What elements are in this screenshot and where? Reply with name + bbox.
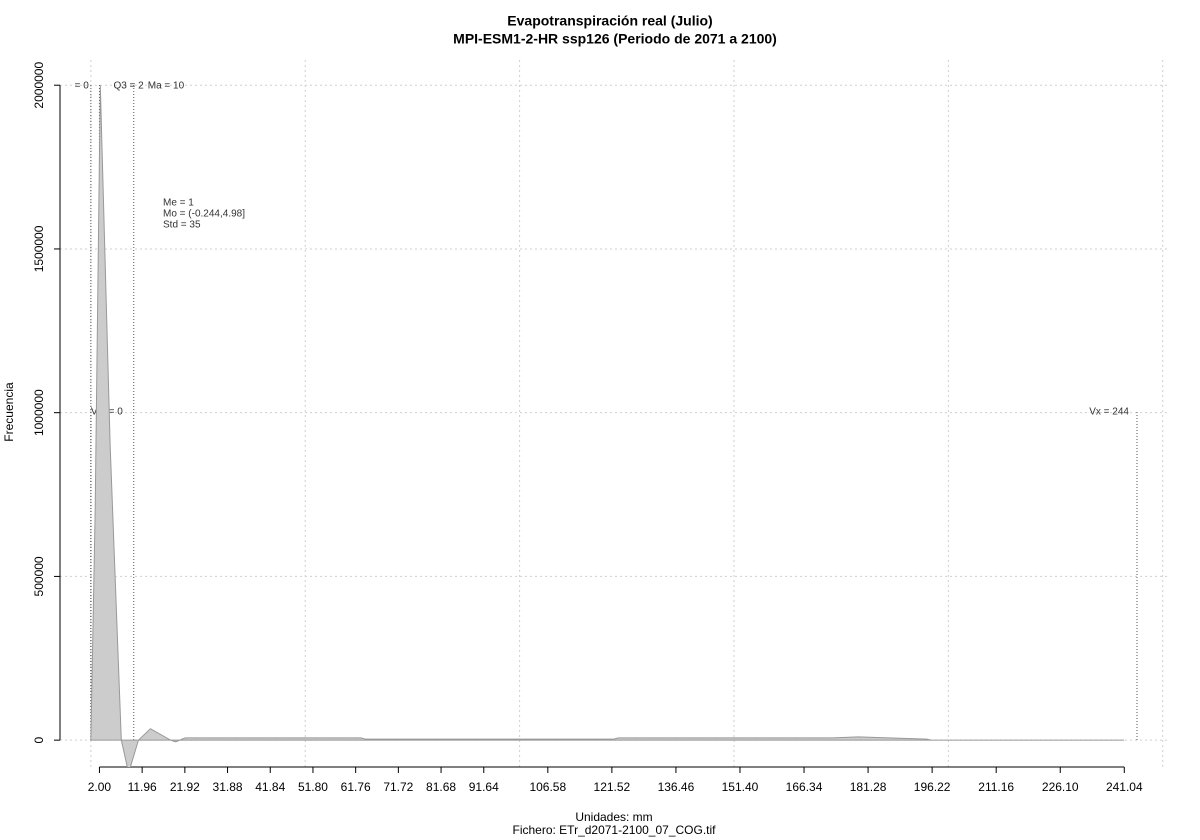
x-tick-label: 196.22 [914,780,951,794]
x-tick-label: 226.10 [1042,780,1079,794]
y-axis-label: Frecuencia [2,382,16,442]
x-tick-label: 91.64 [469,780,499,794]
x-tick-label: 31.88 [213,780,243,794]
y-tick-label: 500000 [32,556,46,596]
marker-label: Q3 = 2 [113,81,144,92]
x-tick-label: 151.40 [722,780,759,794]
stat-label: Std = 35 [163,220,201,231]
plot-area [90,85,1125,767]
x-tick-label: 61.76 [341,780,371,794]
caption: Fichero: ETr_d2071-2100_07_COG.tif [513,823,717,837]
marker-label: = 0 [75,81,90,92]
marker-label: Ma = 10 [148,81,185,92]
chart-title: Evapotranspiración real (Julio) [507,13,712,29]
x-tick-label: 121.52 [594,780,631,794]
x-tick-label: 41.84 [255,780,285,794]
marker-label: Vx = 244 [1089,407,1129,418]
x-tick-label: 241.04 [1106,780,1143,794]
x-tick-label: 51.80 [298,780,328,794]
x-tick-label: 106.58 [529,780,566,794]
y-tick-label: 0 [32,736,46,743]
x-tick-label: 136.46 [658,780,695,794]
x-tick-label: 2.00 [88,780,112,794]
x-tick-label: 11.96 [128,780,157,794]
y-tick-label: 1500000 [32,225,46,272]
x-tick-label: 166.34 [786,780,823,794]
x-tick-label: 181.28 [850,780,887,794]
stat-label: Mo = (-0.244,4.98] [163,209,245,220]
density-area [90,85,1125,767]
stat-label: Me = 1 [163,198,194,209]
x-axis-label: Unidades: mm [575,810,652,824]
x-tick-label: 211.16 [978,780,1014,794]
y-tick-label: 1000000 [32,389,46,436]
x-tick-label: 81.68 [426,780,456,794]
x-tick-label: 71.72 [383,780,413,794]
y-tick-label: 2000000 [32,62,46,109]
chart-subtitle: MPI-ESM1-2-HR ssp126 (Periodo de 2071 a … [453,31,777,47]
x-tick-label: 21.92 [170,780,200,794]
